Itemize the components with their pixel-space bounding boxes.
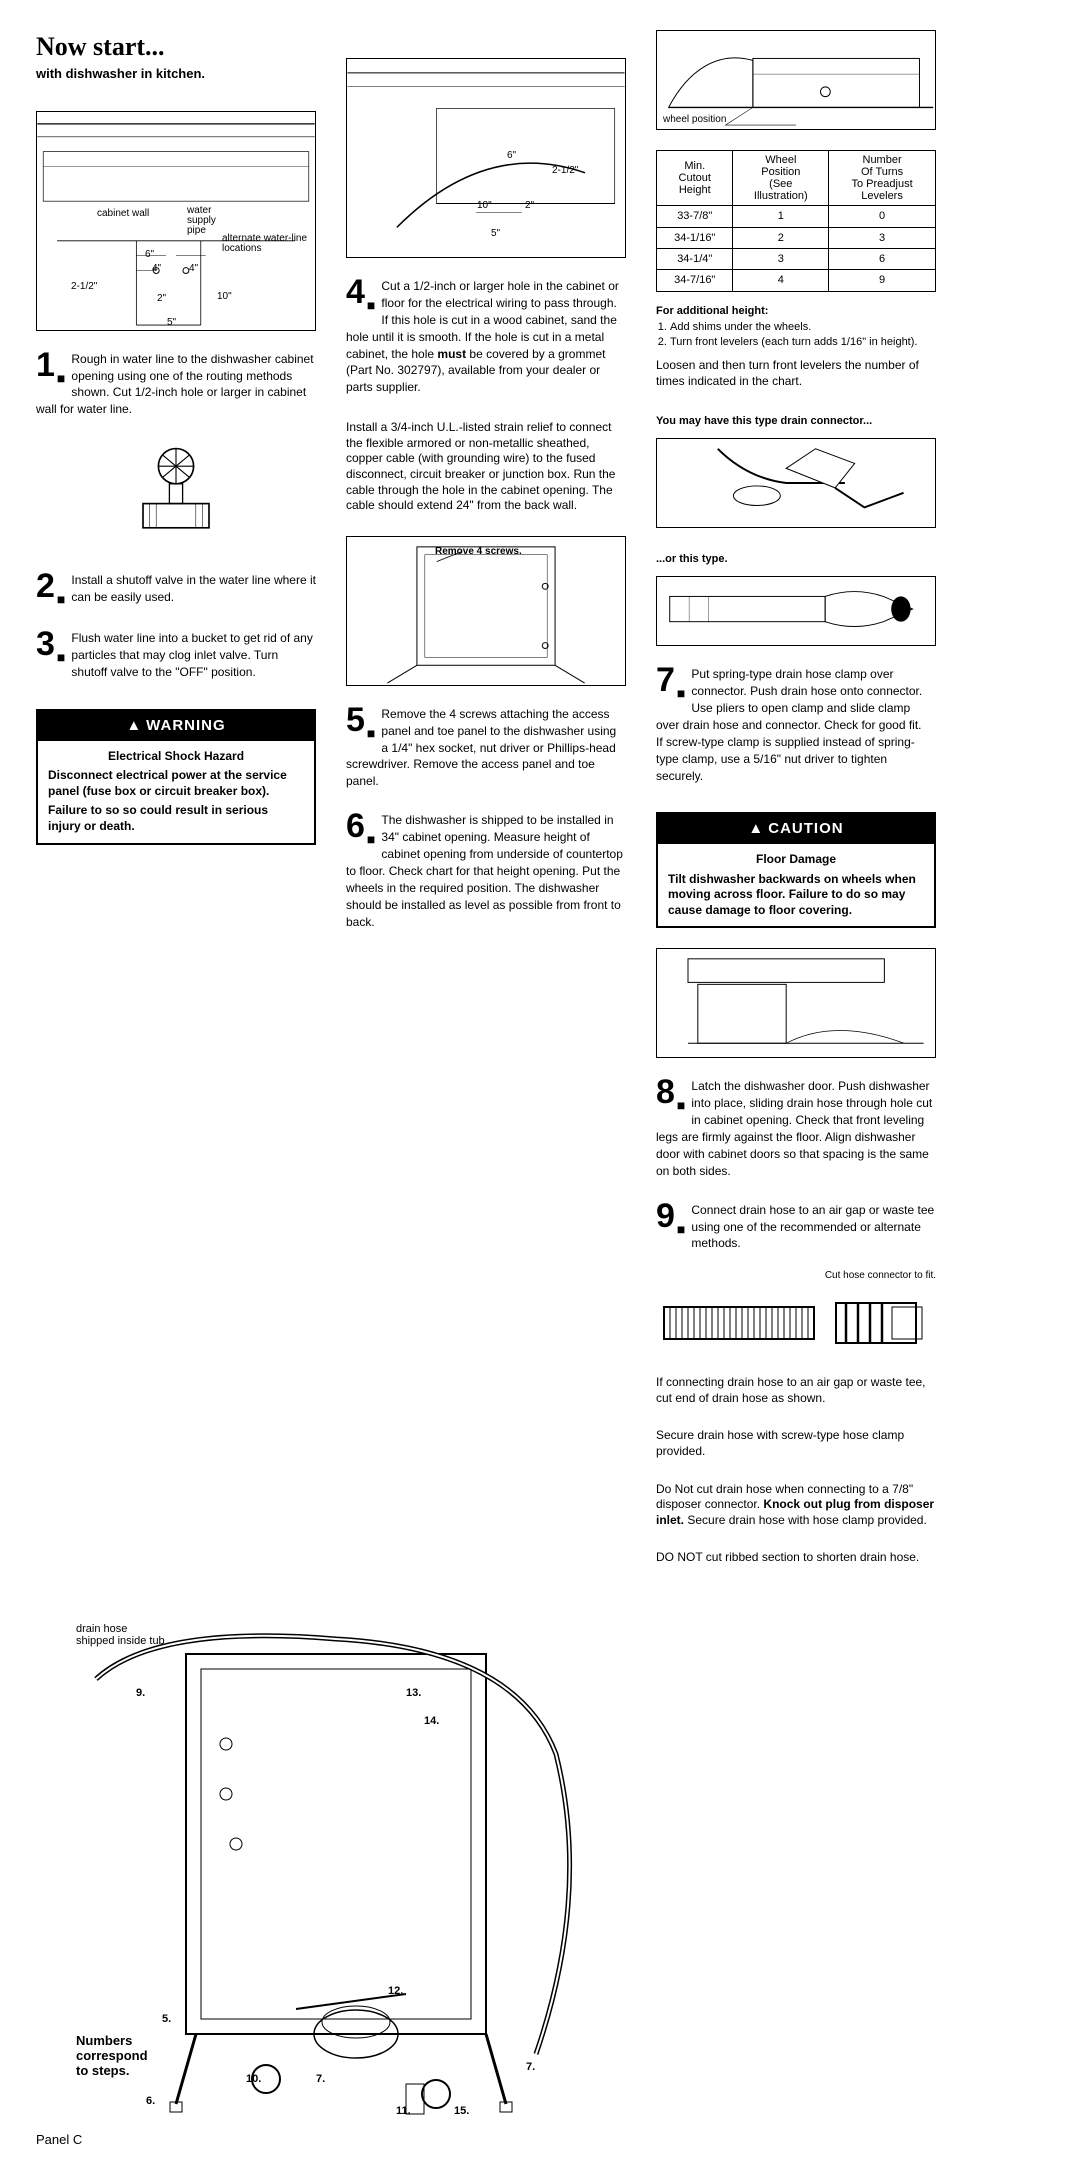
loosen-text: Loosen and then turn front levelers the …: [656, 358, 936, 389]
column-1: Now start... with dishwasher in kitchen.: [36, 30, 316, 1580]
step-2-text: Install a shutoff valve in the water lin…: [71, 573, 316, 604]
label-dim-4a: 4": [152, 262, 161, 275]
illustration-connector-2: [656, 576, 936, 646]
step-5-text: Remove the 4 screws attaching the access…: [346, 707, 616, 789]
table-row: 34-1/16"23: [657, 227, 936, 248]
step-4: 4■ Cut a 1/2-inch or larger hole in the …: [346, 278, 626, 396]
callout-5: 5.: [162, 2012, 171, 2026]
after-step-9-para-2: Secure drain hose with screw-type hose c…: [656, 1428, 936, 1459]
callout-7a: 7.: [316, 2072, 325, 2086]
connector-label-1: You may have this type drain connector..…: [656, 414, 936, 428]
step-1: 1■ Rough in water line to the dishwasher…: [36, 351, 316, 419]
caution-body-1: Tilt dishwasher backwards on wheels when…: [668, 872, 924, 919]
step-3-text: Flush water line into a bucket to get ri…: [71, 631, 312, 679]
label-dim-2-5b: 2-1/2": [552, 164, 578, 177]
step-9: 9■ Connect drain hose to an air gap or w…: [656, 1202, 936, 1253]
label-dim-2-5: 2-1/2": [71, 280, 97, 293]
illustration-connector-1: [656, 438, 936, 528]
illustration-hose-cut: [656, 1293, 936, 1353]
caution-icon: ▲: [748, 819, 764, 839]
step-8: 8■ Latch the dishwasher door. Push dishw…: [656, 1078, 936, 1179]
connector-label-2: ...or this type.: [656, 552, 936, 566]
list-item: Turn front levelers (each turn adds 1/16…: [670, 335, 936, 349]
label-wheel-position: wheel position: [663, 113, 726, 126]
label-drain-hose-shipped: drain hose shipped inside tub: [76, 1624, 165, 1647]
step-9-text: Connect drain hose to an air gap or wast…: [691, 1203, 934, 1251]
cut-hose-connector-label: Cut hose connector to fit.: [656, 1268, 936, 1285]
label-dim-5b: 5": [491, 227, 500, 240]
step-4-para-2: Install a 3/4-inch U.L.-listed strain re…: [346, 420, 626, 514]
caution-box: ▲CAUTION Floor Damage Tilt dishwasher ba…: [656, 812, 936, 928]
caution-sub: Floor Damage: [668, 852, 924, 868]
callout-6: 6.: [146, 2094, 155, 2108]
table-row: 33-7/8"10: [657, 206, 936, 227]
label-numbers-correspond: Numbers correspond to steps.: [76, 2034, 148, 2079]
step-8-text: Latch the dishwasher door. Push dishwash…: [656, 1079, 932, 1177]
callout-11: 11.: [396, 2104, 411, 2118]
warning-header-text: WARNING: [146, 717, 226, 734]
panel-c-label: Panel C: [36, 2132, 626, 2149]
illustration-remove-screws: Remove 4 screws.: [346, 536, 626, 686]
callout-12: 12.: [388, 1984, 403, 1998]
label-remove-screws: Remove 4 screws.: [435, 545, 522, 558]
table-header-col2: Wheel Position (See Illustration): [733, 151, 829, 206]
illustration-floor-move: [656, 948, 936, 1058]
label-cabinet-wall: cabinet wall: [97, 207, 149, 220]
illustration-cabinet-wall: cabinet wall water supply pipe alternate…: [36, 111, 316, 331]
step-2: 2■ Install a shutoff valve in the water …: [36, 572, 316, 608]
warning-box: ▲WARNING Electrical Shock Hazard Disconn…: [36, 709, 316, 844]
warning-body-1: Disconnect electrical power at the servi…: [48, 768, 304, 799]
callout-9: 9.: [136, 1686, 145, 1700]
label-dim-10: 10": [217, 290, 232, 303]
label-dim-10b: 10": [477, 199, 492, 212]
step-5: 5■ Remove the 4 screws attaching the acc…: [346, 706, 626, 790]
page-subtitle: with dishwasher in kitchen.: [36, 66, 316, 83]
step-3: 3■ Flush water line into a bucket to get…: [36, 630, 316, 681]
caution-header-text: CAUTION: [768, 820, 843, 837]
label-dim-2b: 2": [525, 199, 534, 212]
page-title: Now start...: [36, 30, 316, 64]
additional-height-label: For additional height:: [656, 304, 936, 318]
caution-header: ▲CAUTION: [658, 814, 934, 844]
after-step-9-para-3: Do Not cut drain hose when connecting to…: [656, 1482, 936, 1529]
warning-icon: ▲: [126, 716, 142, 736]
step-1-text: Rough in water line to the dishwasher ca…: [36, 352, 314, 417]
after-step-9-para-4: DO NOT cut ribbed section to shorten dra…: [656, 1550, 936, 1566]
label-dim-4b: 4": [189, 262, 198, 275]
step-7-text: Put spring-type drain hose clamp over co…: [656, 667, 922, 782]
table-row: 34-7/16"49: [657, 270, 936, 291]
additional-height-list: Add shims under the wheels. Turn front l…: [670, 320, 936, 351]
step-6: 6■ The dishwasher is shipped to be insta…: [346, 812, 626, 930]
list-item: Add shims under the wheels.: [670, 320, 936, 334]
label-dim-6: 6": [145, 248, 154, 261]
label-dim-5: 5": [167, 316, 176, 329]
step-6-text: The dishwasher is shipped to be installe…: [346, 813, 623, 928]
callout-7b: 7.: [526, 2060, 535, 2074]
callout-15: 15.: [454, 2104, 469, 2118]
dishwasher-diagram: drain hose shipped inside tub 9. 13. 14.…: [36, 1594, 626, 2149]
column-3: wheel position Min. Cutout Height Wheel …: [656, 30, 936, 1580]
column-2: 6" 2-1/2" 10" 2" 5" 4■ Cut a 1/2-inch or…: [346, 30, 626, 1580]
label-dim-2: 2": [157, 292, 166, 305]
wheel-position-table: Min. Cutout Height Wheel Position (See I…: [656, 150, 936, 292]
step-4-text: Cut a 1/2-inch or larger hole in the cab…: [346, 279, 619, 394]
callout-10: 10.: [246, 2072, 261, 2086]
table-row: 34-1/4"36: [657, 248, 936, 269]
warning-sub: Electrical Shock Hazard: [48, 749, 304, 765]
illustration-wheel-position: wheel position: [656, 30, 936, 130]
label-alternate-locations: alternate water-line locations: [222, 234, 307, 254]
warning-header: ▲WARNING: [38, 711, 314, 741]
after-step-9-para-1: If connecting drain hose to an air gap o…: [656, 1375, 936, 1406]
callout-13: 13.: [406, 1686, 421, 1700]
illustration-hole-dims: 6" 2-1/2" 10" 2" 5": [346, 58, 626, 258]
illustration-shutoff-valve: [36, 442, 316, 552]
label-dim-6b: 6": [507, 149, 516, 162]
warning-body-2: Failure to so so could result in serious…: [48, 803, 304, 834]
callout-14: 14.: [424, 1714, 439, 1728]
step-7: 7■ Put spring-type drain hose clamp over…: [656, 666, 936, 784]
label-water-supply-pipe: water supply pipe: [187, 206, 216, 236]
table-header-col3: Number Of Turns To Preadjust Levelers: [829, 151, 936, 206]
table-header-col1: Min. Cutout Height: [657, 151, 733, 206]
